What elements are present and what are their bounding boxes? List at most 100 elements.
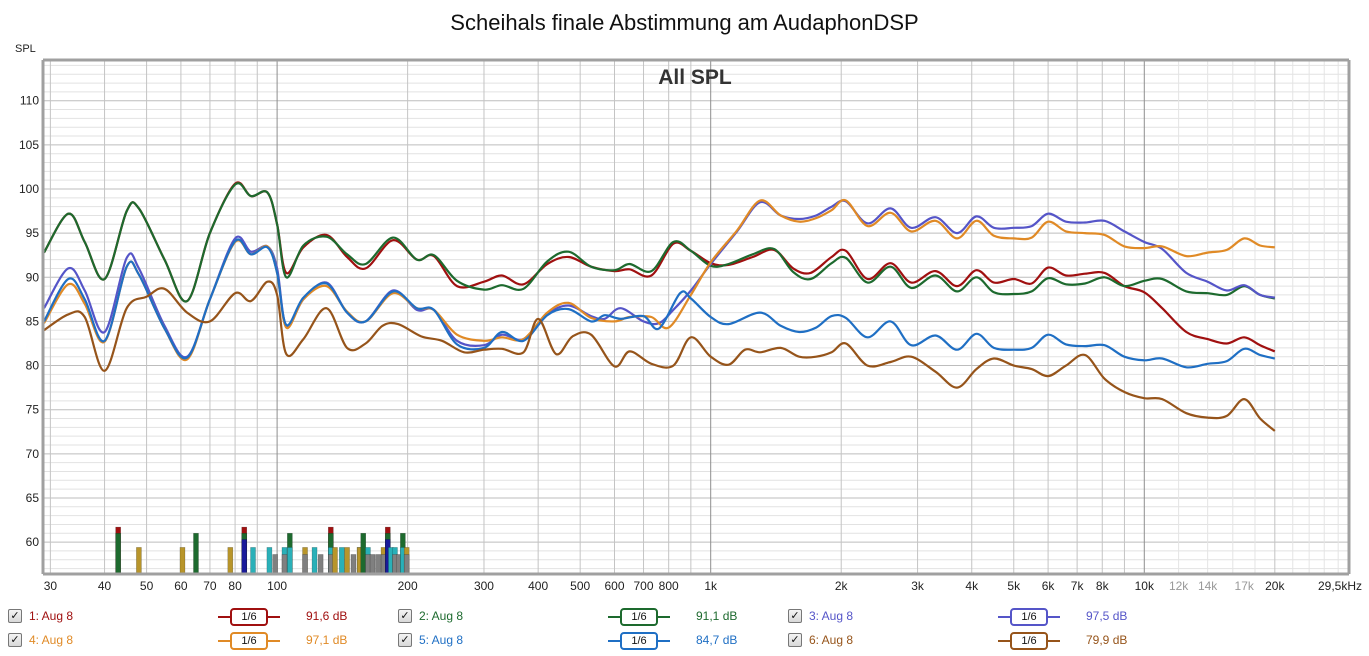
spl-chart: All SPL 60 65 70 75 80 85 90 95 100 105 110 30 40 50… [19,58,1362,593]
bar [250,547,256,574]
bar [360,533,366,574]
x-tick-label: 70 [203,579,217,593]
x-tick-label: 30 [44,579,58,593]
legend-label: 2: Aug 8 [419,609,464,623]
bar [350,554,357,574]
legend-level: 91,1 dB [696,609,738,623]
plot-background [44,61,1348,573]
smoothing-button[interactable]: 1/6 [218,632,280,650]
smoothing-button[interactable]: 1/6 [998,608,1060,626]
x-tick-label: 1k [704,579,718,593]
smoothing-label: 1/6 [230,608,268,626]
legend-item-2[interactable]: ✓ 2: Aug 8 [398,609,463,623]
smoothing-label: 1/6 [1010,632,1048,650]
bar [332,547,338,574]
legend-item-3[interactable]: ✓ 3: Aug 8 [788,609,853,623]
series-line-5 [43,238,1276,369]
legend-label: 3: Aug 8 [809,609,854,623]
curves-layer [43,181,1276,432]
smoothing-line-icon [218,640,230,642]
x-tick-label: 8k [1096,579,1110,593]
legend-item-5[interactable]: ✓ 5: Aug 8 [398,633,463,647]
legend-checkbox[interactable]: ✓ [8,633,22,647]
smoothing-label: 1/6 [1010,608,1048,626]
bar [272,554,278,574]
chart-subtitle: All SPL [658,66,732,89]
series-line-6 [43,280,1276,432]
smoothing-line-icon [218,616,230,618]
y-axis-label: SPL [15,43,36,55]
smoothing-label: 1/6 [620,608,658,626]
x-tick-label: 14k [1198,579,1218,593]
smoothing-line-icon [998,616,1010,618]
legend-checkbox[interactable]: ✓ [8,609,22,623]
y-tick-label: 75 [26,403,40,417]
x-tick-label: 29,5kHz [1318,579,1362,593]
legend-item-4[interactable]: ✓ 4: Aug 8 [8,633,73,647]
x-tick-label: 5k [1007,579,1021,593]
bar [115,533,121,574]
x-tick-label: 12k [1169,579,1189,593]
x-tick-label: 300 [474,579,494,593]
legend-level: 97,5 dB [1086,609,1128,623]
legend-level: 84,7 dB [696,633,738,647]
legend-checkbox[interactable]: ✓ [398,609,412,623]
smoothing-button[interactable]: 1/6 [608,608,670,626]
smoothing-label: 1/6 [230,632,268,650]
bar [281,554,288,574]
y-tick-label: 80 [26,359,40,373]
x-tick-label: 7k [1071,579,1085,593]
bar [375,554,381,574]
x-tick-label: 80 [228,579,242,593]
legend-label: 1: Aug 8 [29,609,74,623]
legend-label: 4: Aug 8 [29,633,74,647]
x-tick-label: 17k [1235,579,1255,593]
y-tick-label: 85 [26,314,40,328]
y-tick-label: 105 [19,138,39,152]
smoothing-line-icon [658,616,670,618]
legend-checkbox[interactable]: ✓ [788,633,802,647]
smoothing-button[interactable]: 1/6 [998,632,1060,650]
x-tick-label: 2k [835,579,849,593]
y-tick-label: 110 [20,94,39,108]
bar [317,554,324,574]
x-tick-label: 40 [98,579,112,593]
legend-item-6[interactable]: ✓ 6: Aug 8 [788,633,853,647]
y-tick-label: 100 [19,182,39,196]
smoothing-line-icon [268,640,280,642]
series-line-3 [43,199,1276,359]
smoothing-line-icon [268,616,280,618]
bar [339,547,345,574]
x-tick-label: 100 [267,579,287,593]
x-tick-labels: 30 40 50 60 70 80 100 200 300 400 500 600 700 800 1k 2k… [44,579,1362,593]
bar [403,554,410,574]
legend-checkbox[interactable]: ✓ [398,633,412,647]
x-tick-label: 4k [965,579,979,593]
smoothing-button[interactable]: 1/6 [218,608,280,626]
smoothing-label: 1/6 [620,632,658,650]
y-tick-labels: 60 65 70 75 80 85 90 95 100 105 110 [19,94,39,549]
x-tick-label: 800 [659,579,679,593]
bar [136,547,142,574]
bar [193,533,199,574]
grid [44,61,1348,573]
bar [311,547,318,574]
legend-label: 5: Aug 8 [419,633,464,647]
bar [241,539,248,574]
y-tick-label: 70 [26,447,40,461]
legend-level: 91,6 dB [306,609,348,623]
x-tick-label: 400 [528,579,548,593]
smoothing-line-icon [1048,616,1060,618]
legend-item-1[interactable]: ✓ 1: Aug 8 [8,609,73,623]
bar [227,547,234,574]
y-tick-label: 90 [26,270,40,284]
smoothing-button[interactable]: 1/6 [608,632,670,650]
x-tick-label: 60 [174,579,188,593]
chart-title: Scheihals finale Abstimmung am AudaphonD… [450,10,919,35]
x-tick-label: 50 [140,579,154,593]
bar [344,547,350,574]
legend-checkbox[interactable]: ✓ [788,609,802,623]
x-tick-label: 600 [604,579,624,593]
smoothing-line-icon [608,616,620,618]
bar [266,547,273,574]
